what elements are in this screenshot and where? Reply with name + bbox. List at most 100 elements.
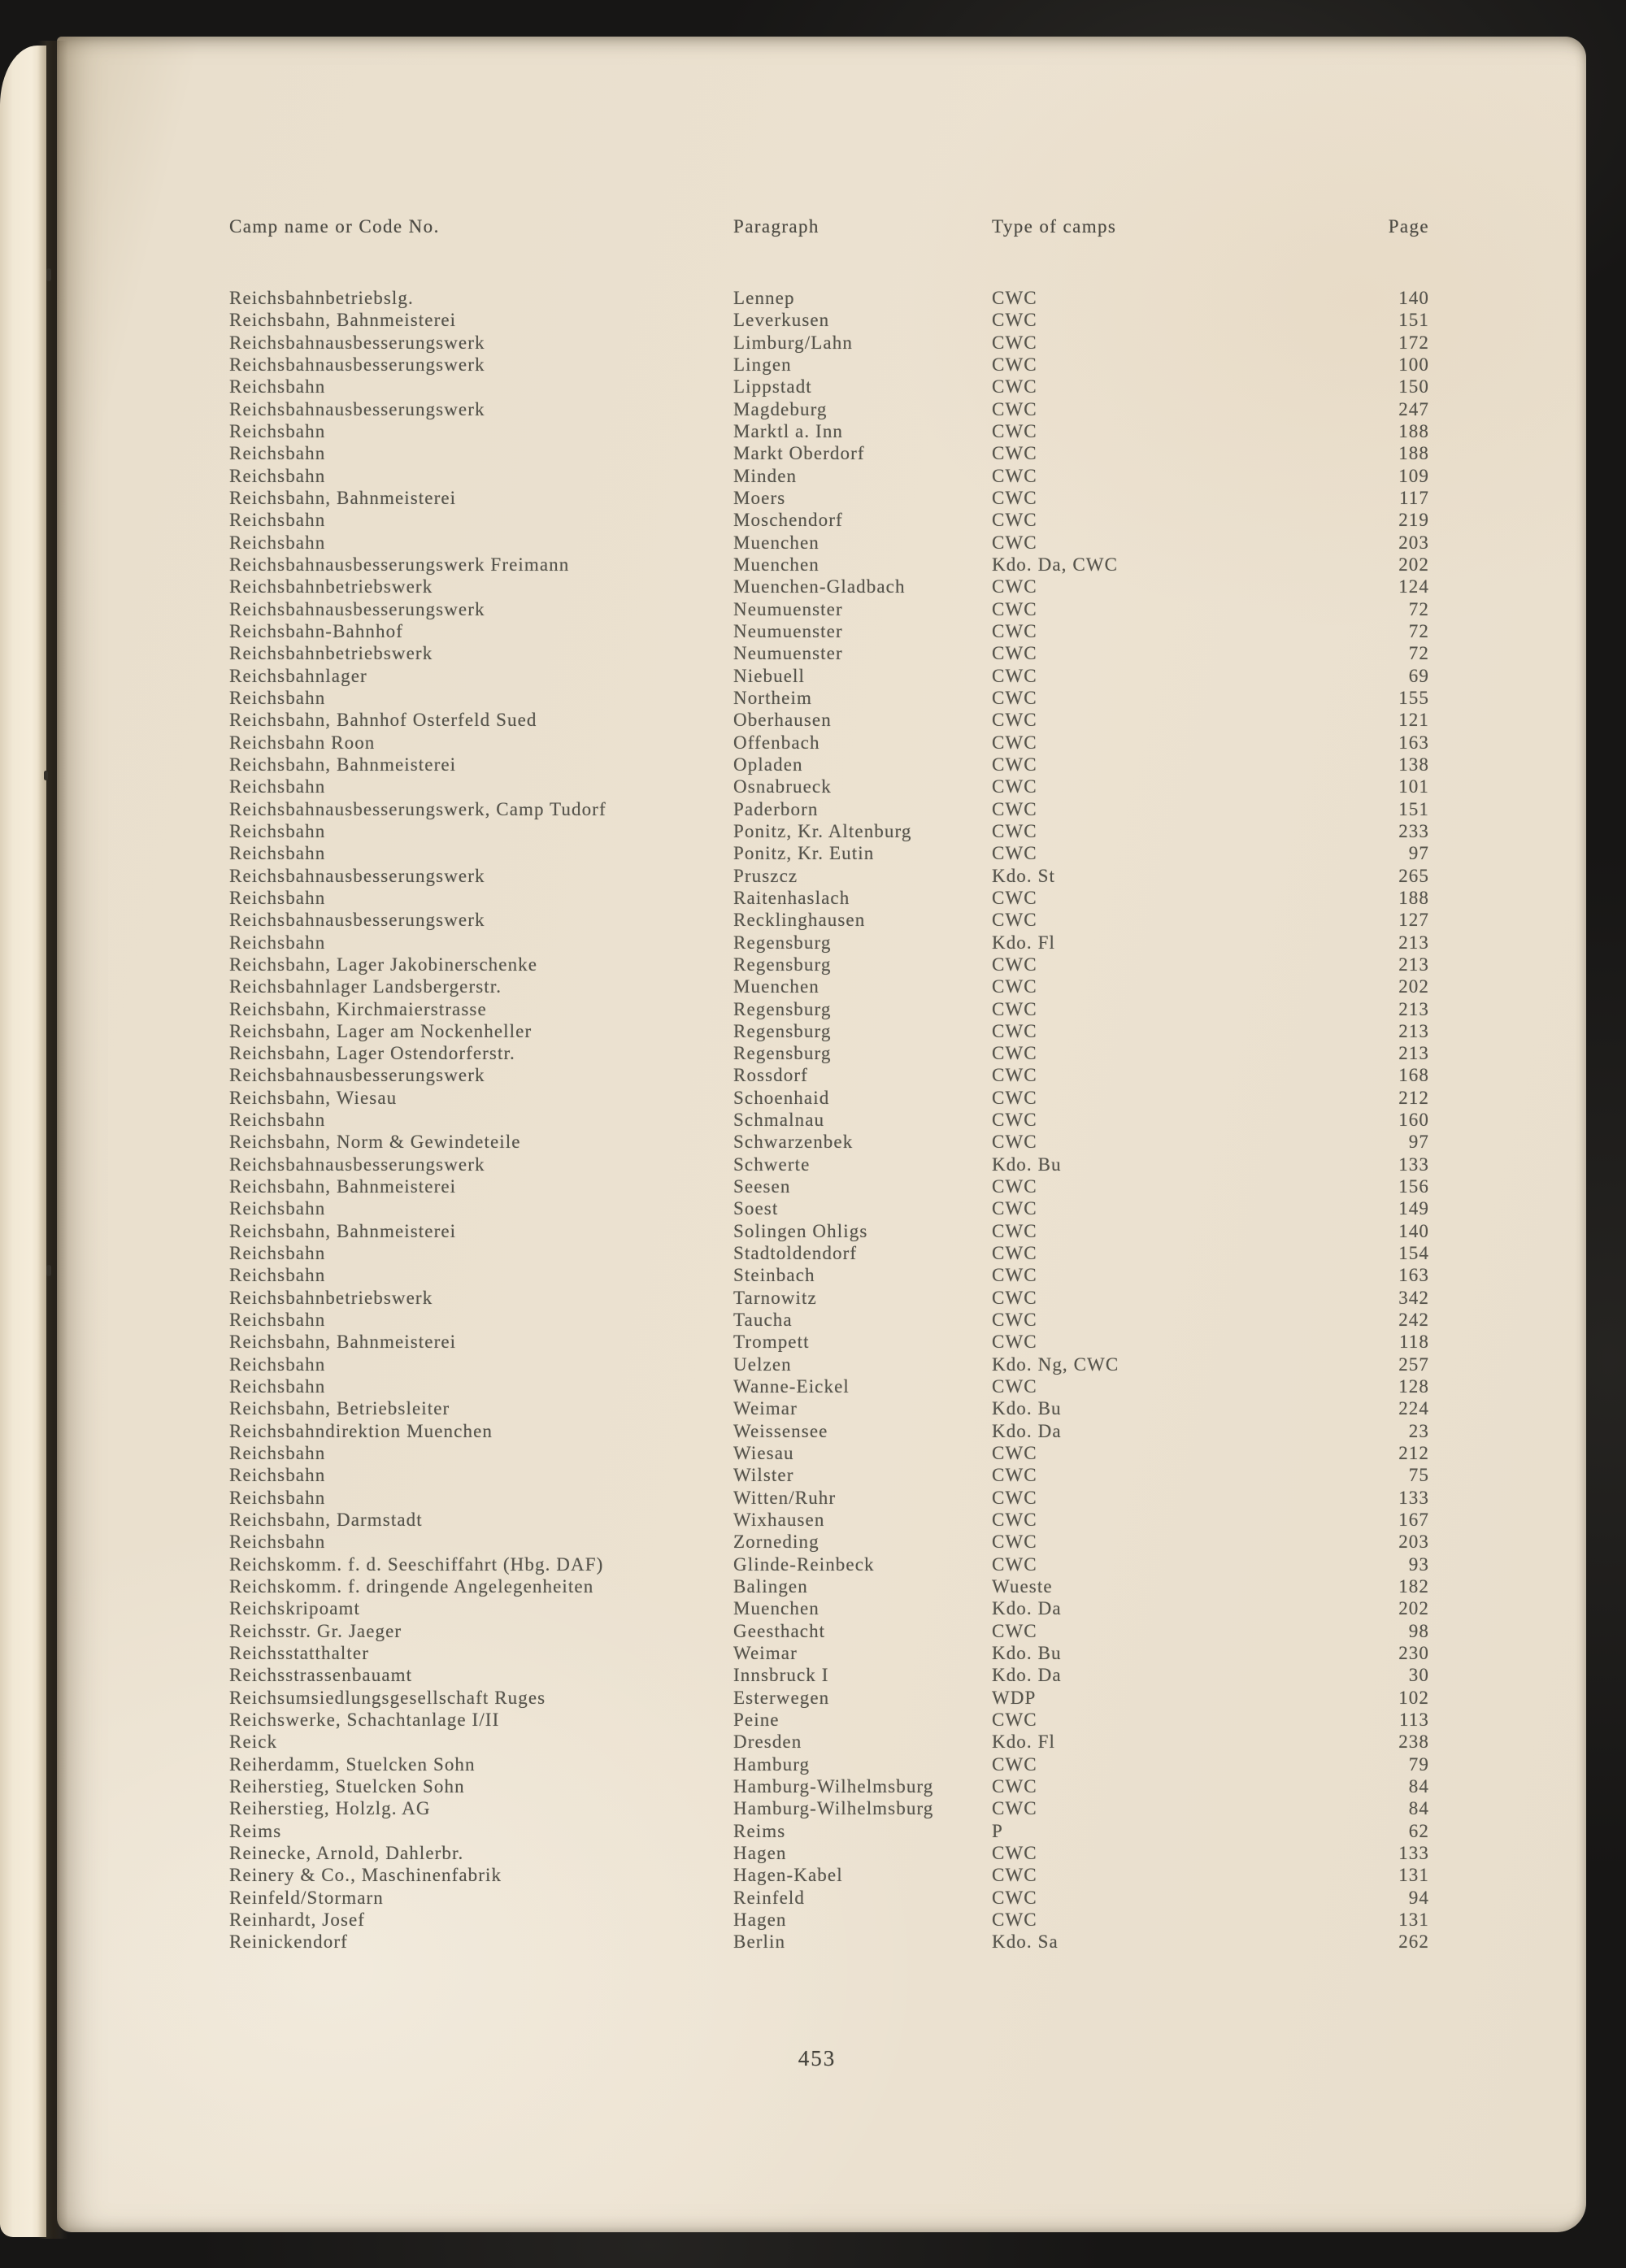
type-cell: CWC <box>992 510 1037 531</box>
page-number: 453 <box>798 2046 837 2070</box>
camp-name-cell: Reiherstieg, Stuelcken Sohn <box>229 1775 465 1797</box>
table-row: Reichsstr. Gr. Jaeger Geesthacht CWC 98 <box>57 1620 1586 1642</box>
paragraph-cell: Geesthacht <box>733 1620 826 1641</box>
type-cell: Kdo. Bu <box>992 1398 1062 1419</box>
page-cell: 101 <box>1398 776 1429 797</box>
camp-name-cell: Reichsbahnbetriebswerk <box>229 1287 433 1308</box>
paragraph-cell: Hamburg-Wilhelmsburg <box>733 1775 934 1797</box>
type-cell: CWC <box>992 1842 1037 1863</box>
table-row: Reichskripoamt Muenchen Kdo. Da 202 <box>57 1597 1586 1619</box>
type-cell: CWC <box>992 1909 1037 1930</box>
page-cell: 202 <box>1398 976 1429 997</box>
camp-name-cell: Reichsbahndirektion Muenchen <box>229 1420 493 1441</box>
paragraph-cell: Markt Oberdorf <box>733 443 865 464</box>
paragraph-cell: Neumuenster <box>733 598 843 619</box>
table-row: Reichsbahn, Bahnmeisterei Opladen CWC 13… <box>57 754 1586 776</box>
page-cell: 163 <box>1398 1265 1429 1286</box>
table-row: Reichsbahn Wiesau CWC 212 <box>57 1442 1586 1464</box>
camp-name-cell: Reichsbahn <box>229 1110 326 1131</box>
camp-name-cell: Reichsbahn, Bahnmeisterei <box>229 310 457 331</box>
type-cell: Kdo. St <box>992 865 1055 886</box>
type-cell: CWC <box>992 776 1037 797</box>
camp-name-cell: Reichsbahn <box>229 932 326 953</box>
page-cell: 213 <box>1398 932 1429 953</box>
camp-name-cell: Reichsbahnausbesserungswerk <box>229 354 485 375</box>
paragraph-cell: Schwarzenbek <box>733 1132 854 1153</box>
table-row: Reichsbahnausbesserungswerk Rossdorf CWC… <box>57 1064 1586 1086</box>
table-row: Reichsbahn Taucha CWC 242 <box>57 1309 1586 1331</box>
paragraph-cell: Stadtoldendorf <box>733 1243 858 1264</box>
table-row: Reichsbahn Wanne-Eickel CWC 128 <box>57 1375 1586 1397</box>
table-row: Reinickendorf Berlin Kdo. Sa 262 <box>57 1931 1586 1953</box>
camp-name-cell: Reichsbahn, Lager Jakobinerschenke <box>229 954 538 975</box>
page-cell: 72 <box>1408 643 1429 664</box>
header-paragraph: Paragraph <box>733 216 820 237</box>
page-cell: 213 <box>1398 954 1429 975</box>
camp-name-cell: Reichsbahn, Bahnmeisterei <box>229 1332 457 1353</box>
type-cell: CWC <box>992 1376 1037 1397</box>
book-page: Camp name or Code No. Paragraph Type of … <box>57 37 1586 2232</box>
type-cell: CWC <box>992 1865 1037 1886</box>
type-cell: CWC <box>992 1243 1037 1264</box>
paragraph-cell: Hamburg <box>733 1753 811 1775</box>
paragraph-cell: Muenchen <box>733 532 820 553</box>
type-cell: CWC <box>992 576 1037 597</box>
table-row: Reichsbahn Markt Oberdorf CWC 188 <box>57 442 1586 464</box>
camp-name-cell: Reichswerke, Schachtanlage I/II <box>229 1710 500 1730</box>
table-row: Reichsbahnbetriebswerk Muenchen-Gladbach… <box>57 576 1586 597</box>
type-cell: CWC <box>992 1043 1037 1064</box>
type-cell: CWC <box>992 1176 1037 1197</box>
page-cell: 163 <box>1398 732 1429 753</box>
page-cell: 151 <box>1398 310 1429 331</box>
camp-name-cell: Reichsbahn, Betriebsleiter <box>229 1398 450 1419</box>
table-row: Reichsbahn, Betriebsleiter Weimar Kdo. B… <box>57 1397 1586 1419</box>
type-cell: Kdo. Bu <box>992 1643 1062 1664</box>
camp-name-cell: Reichsbahn <box>229 420 326 441</box>
type-cell: CWC <box>992 1198 1037 1219</box>
table-row: Reiherstieg, Holzlg. AG Hamburg-Wilhelms… <box>57 1797 1586 1819</box>
type-cell: CWC <box>992 820 1037 841</box>
paragraph-cell: Minden <box>733 465 798 486</box>
paragraph-cell: Taucha <box>733 1310 793 1331</box>
type-cell: CWC <box>992 1620 1037 1641</box>
page-cell: 202 <box>1398 1598 1429 1619</box>
camp-name-cell: Reichsbahnbetriebswerk <box>229 576 433 597</box>
table-row: Reinecke, Arnold, Dahlerbr. Hagen CWC 13… <box>57 1842 1586 1864</box>
table-row: Reiherstieg, Stuelcken Sohn Hamburg-Wilh… <box>57 1775 1586 1797</box>
table-row: Reichsumsiedlungsgesellschaft Ruges Este… <box>57 1687 1586 1709</box>
table-row: Reichsbahn Zorneding CWC 203 <box>57 1531 1586 1553</box>
table-row: Reichsbahn, Bahnhof Osterfeld Sued Oberh… <box>57 709 1586 731</box>
camp-name-cell: Reichsbahn, Bahnmeisterei <box>229 754 457 775</box>
type-cell: Kdo. Da <box>992 1665 1062 1686</box>
table-row: Reichsbahn, Norm & Gewindeteile Schwarze… <box>57 1131 1586 1153</box>
camp-name-cell: Reichsbahn <box>229 1198 326 1219</box>
type-cell: CWC <box>992 1753 1037 1775</box>
camp-name-cell: Reichsbahnausbesserungswerk <box>229 1065 485 1086</box>
page-cell: 128 <box>1398 1376 1429 1397</box>
page-cell: 242 <box>1398 1310 1429 1331</box>
page-cell: 219 <box>1398 510 1429 531</box>
camp-name-cell: Reick <box>229 1731 278 1753</box>
page-cell: 84 <box>1408 1798 1429 1819</box>
table-row: Reichswerke, Schachtanlage I/II Peine CW… <box>57 1709 1586 1731</box>
camp-name-cell: Reichsbahnlager Landsbergerstr. <box>229 976 502 997</box>
type-cell: CWC <box>992 754 1037 775</box>
paragraph-cell: Muenchen-Gladbach <box>733 576 906 597</box>
page-cell: 102 <box>1398 1687 1429 1708</box>
type-cell: CWC <box>992 887 1037 908</box>
table-row: Reichsbahn, Bahnmeisterei Solingen Ohlig… <box>57 1220 1586 1242</box>
type-cell: CWC <box>992 443 1037 464</box>
camp-name-cell: Reichsbahn, Bahnmeisterei <box>229 487 457 508</box>
paragraph-cell: Moers <box>733 487 786 508</box>
page-cell: 213 <box>1398 1020 1429 1041</box>
paragraph-cell: Reinfeld <box>733 1887 805 1908</box>
table-row: Reichsbahnbetriebswerk Tarnowitz CWC 342 <box>57 1287 1586 1309</box>
page-cell: 23 <box>1408 1420 1429 1441</box>
page-cell: 79 <box>1408 1753 1429 1775</box>
type-cell: CWC <box>992 1443 1037 1464</box>
camp-name-cell: Reichsbahn <box>229 1487 326 1508</box>
type-cell: CWC <box>992 1287 1037 1308</box>
camp-name-cell: Reichsbahn, Bahnmeisterei <box>229 1220 457 1241</box>
camp-name-cell: Reichsbahn <box>229 1465 326 1486</box>
table-row: Reichsbahn, Wiesau Schoenhaid CWC 212 <box>57 1087 1586 1109</box>
